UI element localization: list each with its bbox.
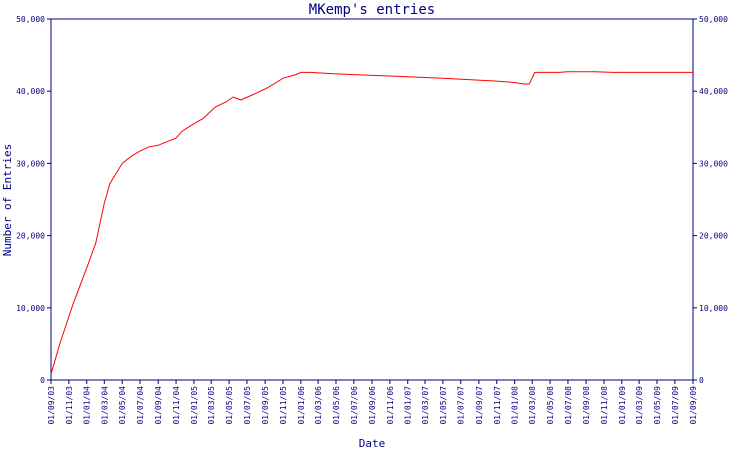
chart-title: MKemp's entries	[309, 2, 435, 18]
y-tick-label: 10,000	[699, 304, 728, 313]
x-tick-label: 01/07/07	[457, 386, 466, 425]
y-tick-label: 0	[699, 376, 704, 385]
x-tick-label: 01/09/03	[47, 386, 56, 425]
x-tick-label: 01/01/09	[618, 386, 627, 425]
y-axis-title: Number of Entries	[1, 144, 14, 257]
x-tick-label: 01/11/03	[65, 386, 74, 425]
x-tick-label: 01/01/04	[83, 386, 92, 425]
x-tick-label: 01/09/09	[689, 386, 698, 425]
x-tick-label: 01/09/07	[475, 386, 484, 425]
x-tick-label: 01/01/05	[190, 386, 199, 425]
x-axis-title: Date	[359, 437, 386, 450]
x-tick-label: 01/09/05	[261, 386, 270, 425]
y-tick-label: 10,000	[16, 304, 45, 313]
right-y-ticks: 0 10,000 20,000 30,000 40,000 50,000	[693, 15, 728, 385]
y-tick-label: 40,000	[699, 87, 728, 96]
y-tick-label: 30,000	[16, 159, 45, 168]
y-tick-label: 30,000	[699, 159, 728, 168]
x-tick-label: 01/07/05	[243, 386, 252, 425]
x-tick-label: 01/05/07	[439, 386, 448, 425]
x-tick-label: 01/01/06	[297, 386, 306, 425]
x-tick-label: 01/07/08	[564, 386, 573, 425]
x-tick-label: 01/03/09	[635, 386, 644, 425]
x-tick-label: 01/01/07	[404, 386, 413, 425]
x-tick-label: 01/05/05	[225, 386, 234, 425]
y-tick-label: 0	[40, 376, 45, 385]
left-y-ticks: 0 10,000 20,000 30,000 40,000 50,000	[16, 15, 51, 385]
x-ticks: 01/09/03 01/11/03 01/01/04 01/03/04 01/05/04…	[47, 380, 698, 425]
x-tick-label: 01/01/08	[511, 386, 520, 425]
x-tick-label: 01/11/07	[493, 386, 502, 425]
x-tick-label: 01/11/06	[386, 386, 395, 425]
x-tick-label: 01/05/06	[332, 386, 341, 425]
y-tick-label: 20,000	[16, 232, 45, 241]
x-tick-label: 01/03/07	[421, 386, 430, 425]
x-tick-label: 01/09/08	[582, 386, 591, 425]
x-tick-label: 01/07/06	[350, 386, 359, 425]
x-tick-label: 01/03/04	[100, 386, 109, 425]
y-tick-label: 50,000	[699, 15, 728, 24]
x-tick-label: 01/03/05	[207, 386, 216, 425]
x-tick-label: 01/05/04	[118, 386, 127, 425]
x-tick-label: 01/03/06	[314, 386, 323, 425]
x-tick-label: 01/09/06	[368, 386, 377, 425]
x-tick-label: 01/05/08	[546, 386, 555, 425]
y-tick-label: 40,000	[16, 87, 45, 96]
x-tick-label: 01/07/09	[671, 386, 680, 425]
x-tick-label: 01/11/04	[172, 386, 181, 425]
x-tick-label: 01/09/04	[154, 386, 163, 425]
x-tick-label: 01/11/05	[279, 386, 288, 425]
x-tick-label: 01/07/04	[136, 386, 145, 425]
x-tick-label: 01/05/09	[653, 386, 662, 425]
y-tick-label: 50,000	[16, 15, 45, 24]
series-line	[50, 71, 693, 375]
y-tick-label: 20,000	[699, 232, 728, 241]
x-tick-label: 01/11/08	[600, 386, 609, 425]
x-tick-label: 01/03/08	[528, 386, 537, 425]
